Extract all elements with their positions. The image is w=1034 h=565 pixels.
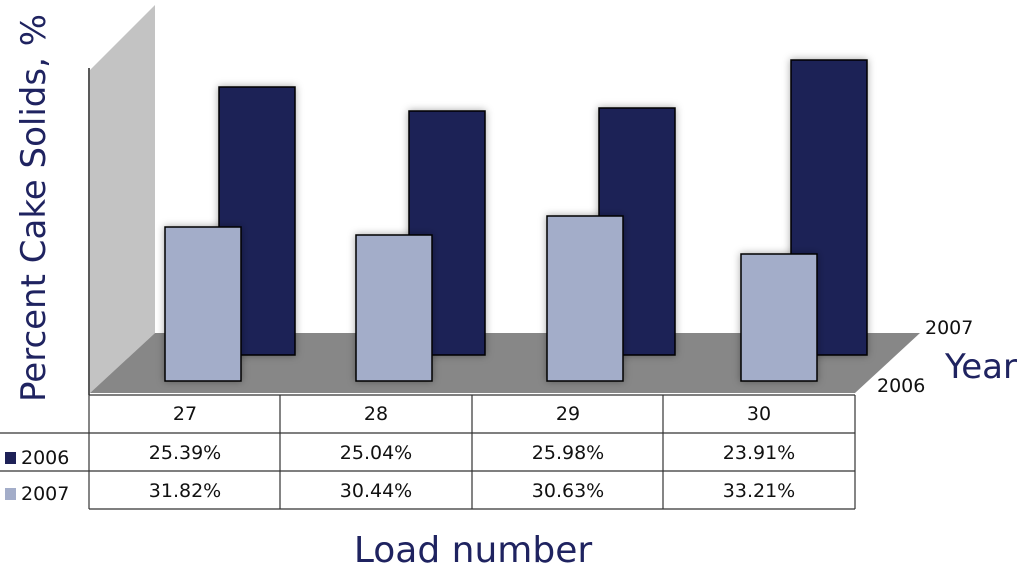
bar-2007-load-27: [164, 226, 242, 382]
bar-2007-load-28: [355, 234, 433, 382]
y-axis-title: Percent Cake Solids, %: [14, 14, 54, 402]
table-cell-2006-load-30: 23.91%: [723, 442, 795, 464]
table-header-load-29: 29: [556, 403, 580, 425]
back-wall: [90, 5, 155, 393]
bar-2007-load-30: [740, 253, 818, 382]
table-cell-2006-load-29: 25.98%: [532, 442, 604, 464]
table-cell-2006-load-28: 25.04%: [340, 442, 412, 464]
bar-2007-load-29: [546, 215, 624, 382]
floor: [90, 333, 920, 393]
depth-tick-2007: 2007: [925, 317, 973, 339]
data-table: [0, 394, 856, 510]
legend-label-2006: 2006: [21, 447, 69, 469]
x-axis-title: Load number: [354, 530, 593, 565]
legend-swatch-2006: [5, 452, 16, 464]
table-header-load-30: 30: [747, 403, 771, 425]
data-table-text: 27 25.39% 31.82% 28 25.04% 30.44% 29 25.98% 30.6…: [149, 403, 795, 502]
table-header-load-27: 27: [173, 403, 197, 425]
table-cell-2007-load-30: 33.21%: [723, 480, 795, 502]
depth-tick-2006: 2006: [877, 375, 925, 397]
depth-axis-title: Year: [944, 347, 1017, 387]
legend-label-2007: 2007: [21, 483, 69, 505]
table-cell-2007-load-27: 31.82%: [149, 480, 221, 502]
table-cell-2007-load-29: 30.63%: [532, 480, 604, 502]
bars-2007-group: [164, 215, 818, 382]
table-cell-2006-load-27: 25.39%: [149, 442, 221, 464]
table-cell-2007-load-28: 30.44%: [340, 480, 412, 502]
legend-swatch-2007: [5, 488, 16, 500]
table-header-load-28: 28: [364, 403, 388, 425]
